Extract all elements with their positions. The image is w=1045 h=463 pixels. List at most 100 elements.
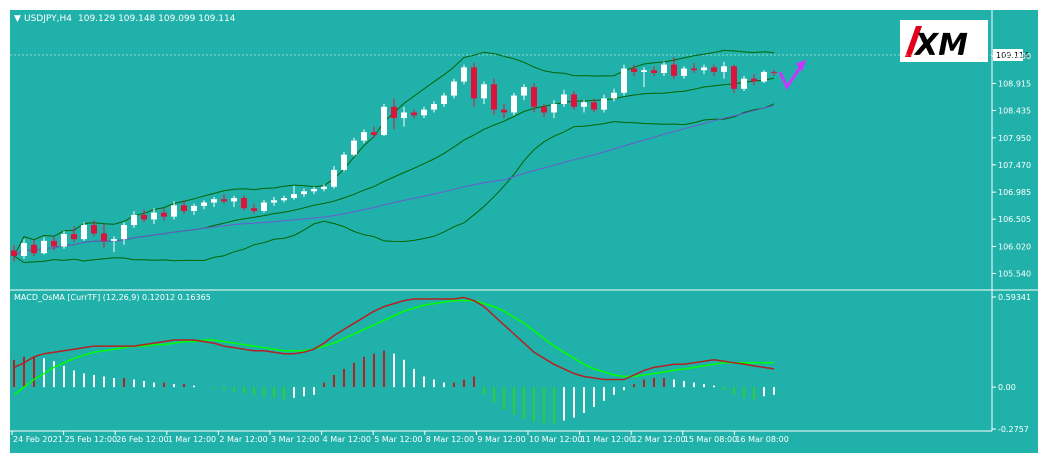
candle[interactable] [351, 137, 357, 157]
candle[interactable] [111, 236, 117, 253]
candle[interactable] [541, 104, 547, 117]
candle[interactable] [521, 84, 527, 101]
candle[interactable] [411, 109, 417, 119]
candle-body [731, 66, 737, 89]
candle[interactable] [71, 226, 77, 242]
candle[interactable] [511, 92, 517, 116]
candle[interactable] [441, 92, 447, 107]
candle[interactable] [221, 194, 227, 204]
candle[interactable] [611, 88, 617, 102]
candle-body [771, 71, 777, 73]
candle[interactable] [271, 196, 277, 206]
candle[interactable] [341, 151, 347, 172]
candle[interactable] [31, 239, 37, 257]
candle[interactable] [421, 106, 427, 119]
candle[interactable] [481, 81, 487, 105]
header-dropdown-icon[interactable]: ▼ [14, 14, 21, 24]
candle[interactable] [21, 239, 27, 259]
candle[interactable] [121, 222, 127, 245]
candle[interactable] [731, 64, 737, 93]
candle-body [291, 194, 297, 199]
candle[interactable] [501, 104, 507, 119]
candle[interactable] [701, 64, 707, 75]
candle[interactable] [201, 200, 207, 210]
candle[interactable] [301, 188, 307, 197]
candle-body [171, 205, 177, 217]
candle[interactable] [711, 64, 717, 76]
candle[interactable] [241, 195, 247, 211]
candle[interactable] [131, 210, 137, 228]
candle[interactable] [211, 196, 217, 208]
candle[interactable] [561, 89, 567, 107]
ohlc-values: 109.129 109.148 109.099 109.114 [78, 14, 236, 24]
candle[interactable] [491, 78, 497, 116]
candle-body [151, 212, 157, 220]
candle[interactable] [641, 67, 647, 88]
candle[interactable] [151, 208, 157, 224]
candlesticks[interactable] [11, 57, 777, 262]
candle[interactable] [41, 237, 47, 255]
candle-body [571, 94, 577, 107]
time-axis: 24 Feb 2021 25 Feb 12:00 26 Feb 12:00 1 Mar… [11, 431, 789, 444]
candle[interactable] [401, 106, 407, 127]
candle[interactable] [431, 101, 437, 113]
candle[interactable] [61, 230, 67, 249]
candle[interactable] [191, 203, 197, 215]
candle[interactable] [751, 74, 757, 86]
candle-body [561, 94, 567, 105]
candle-body [591, 102, 597, 110]
candle[interactable] [91, 220, 97, 237]
candle[interactable] [621, 64, 627, 96]
candle[interactable] [691, 62, 697, 74]
price-tick-label: 108.435 [998, 106, 1031, 115]
candle[interactable] [361, 129, 367, 144]
candle[interactable] [391, 98, 397, 130]
candle[interactable] [551, 100, 557, 119]
candle-body [401, 112, 407, 119]
candle[interactable] [291, 185, 297, 200]
candle-body [511, 95, 517, 113]
candle-body [201, 202, 207, 206]
candle[interactable] [171, 201, 177, 220]
candle[interactable] [161, 208, 167, 221]
candle[interactable] [11, 244, 17, 262]
candle[interactable] [231, 195, 237, 208]
candle[interactable] [581, 100, 587, 113]
candle[interactable] [661, 61, 667, 76]
candle[interactable] [741, 75, 747, 92]
candle[interactable] [381, 104, 387, 137]
time-tick-label: 15 Mar 08:00 [684, 435, 737, 444]
candle[interactable] [51, 236, 57, 251]
candle[interactable] [681, 66, 687, 79]
candle[interactable] [281, 195, 287, 203]
candle[interactable] [761, 70, 767, 84]
candle-body [231, 198, 237, 202]
candle[interactable] [141, 209, 147, 223]
candle[interactable] [81, 222, 87, 241]
candle-body [641, 70, 647, 72]
candle[interactable] [371, 126, 377, 138]
candle[interactable] [321, 184, 327, 192]
candle[interactable] [651, 66, 657, 76]
candle[interactable] [631, 64, 637, 76]
candle[interactable] [671, 57, 677, 79]
candle[interactable] [451, 78, 457, 99]
candle[interactable] [471, 62, 477, 107]
candle[interactable] [331, 165, 337, 189]
candle[interactable] [251, 203, 257, 214]
candle[interactable] [721, 61, 727, 79]
candle-body [11, 250, 17, 257]
candle-body [221, 199, 227, 202]
macd-tick-label: 0.59341 [998, 293, 1031, 302]
candle[interactable] [771, 70, 777, 76]
candle[interactable] [461, 64, 467, 85]
candle[interactable] [591, 98, 597, 113]
candle[interactable] [311, 186, 317, 195]
candle[interactable] [101, 223, 107, 248]
candle[interactable] [531, 83, 537, 113]
candle[interactable] [181, 200, 187, 214]
candle[interactable] [601, 94, 607, 113]
candle[interactable] [571, 91, 577, 110]
candle[interactable] [261, 199, 267, 213]
